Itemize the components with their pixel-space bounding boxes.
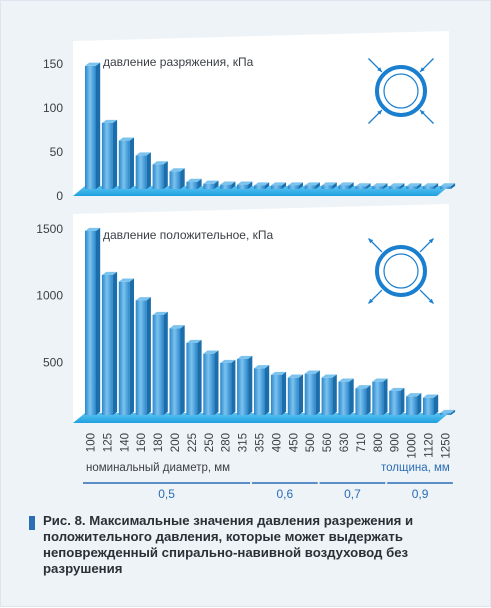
x-tick-label: 900	[390, 433, 402, 452]
vacuum-bar	[406, 183, 422, 189]
positive-bar	[186, 339, 202, 415]
vacuum-bar	[186, 178, 202, 189]
x-tick-label: 280	[221, 433, 233, 452]
positive-pressure-icon	[368, 238, 434, 304]
positive-bar	[372, 378, 388, 415]
x-tick-label: 1000	[407, 433, 419, 459]
vacuum-bar	[287, 182, 303, 189]
vacuum-bar	[203, 180, 219, 189]
positive-bar	[118, 278, 134, 415]
vacuum-panel-bg	[73, 31, 449, 196]
x-axis-label: номинальный диаметр, мм	[86, 462, 230, 474]
vacuum-floor	[73, 186, 449, 196]
vacuum-bar	[118, 137, 134, 189]
thickness-group-label: 0,5	[158, 487, 175, 501]
positive-bar	[270, 371, 287, 415]
x-tick-label: 180	[153, 433, 165, 452]
vacuum-bar	[355, 183, 371, 189]
positive-bar	[203, 350, 219, 415]
positive-bar	[101, 271, 118, 415]
positive-bar	[85, 227, 101, 415]
caption-text: Рис. 8. Максимальные значения давления р…	[43, 513, 414, 576]
positive-bar	[304, 370, 320, 415]
vacuum-bar	[135, 152, 151, 189]
x-tick-label: 400	[271, 433, 283, 452]
thickness-group-label: 0,6	[277, 487, 294, 501]
x-tick-label: 355	[255, 433, 267, 452]
vacuum-ytick-label: 100	[43, 101, 63, 115]
thickness-label: толщина, мм	[381, 462, 450, 474]
x-tick-label: 500	[305, 433, 317, 452]
x-tick-label: 800	[373, 433, 385, 452]
x-tick-label: 315	[238, 433, 250, 452]
x-tick-label: 710	[356, 433, 368, 452]
positive-bar	[287, 374, 303, 415]
vacuum-bar	[389, 183, 405, 189]
thickness-group-label: 0,9	[412, 487, 429, 501]
positive-floor	[73, 413, 449, 423]
x-tick-label: 560	[322, 433, 334, 452]
positive-bar	[135, 297, 151, 415]
vacuum-bar	[237, 181, 253, 189]
positive-title: давление положительное, кПа	[103, 228, 274, 242]
x-tick-label: 160	[136, 433, 148, 452]
vacuum-panel: 0 50 100 150 давление разряжения, кПа	[43, 31, 456, 203]
figure-caption: Рис. 8. Максимальные значения давления р…	[29, 513, 469, 577]
positive-ytick-label: 1000	[36, 289, 63, 303]
thickness-group-label: 0,7	[344, 487, 361, 501]
vacuum-bar	[423, 183, 439, 189]
vacuum-bar	[270, 182, 287, 189]
vacuum-bar	[169, 168, 185, 189]
x-tick-label: 1250	[440, 433, 452, 459]
vacuum-pressure-icon	[368, 58, 434, 124]
positive-panel: 500 1000 1500 давление положительное, кПа	[36, 204, 456, 423]
positive-bar	[389, 387, 405, 415]
vacuum-bar	[220, 181, 236, 189]
positive-bar	[321, 374, 337, 415]
vacuum-bar	[304, 182, 320, 189]
positive-bar	[237, 355, 253, 415]
positive-bar	[439, 409, 456, 415]
positive-bar	[169, 325, 185, 415]
vacuum-bar	[254, 182, 270, 189]
positive-bar	[338, 378, 354, 415]
vacuum-bar	[85, 62, 101, 189]
x-tick-label: 140	[119, 433, 131, 452]
positive-bar	[406, 393, 422, 415]
vacuum-bar	[338, 182, 354, 189]
vacuum-bar	[372, 183, 388, 189]
positive-bar	[254, 365, 270, 415]
vacuum-bar	[321, 182, 337, 189]
positive-bar	[220, 359, 236, 415]
vacuum-title: давление разряжения, кПа	[103, 55, 254, 69]
x-tick-label: 250	[204, 433, 216, 452]
x-tick-label: 225	[187, 433, 199, 452]
positive-ytick-label: 500	[43, 355, 63, 369]
vacuum-bar	[439, 183, 456, 189]
x-tick-label: 630	[339, 433, 351, 452]
vacuum-ytick-label: 150	[43, 57, 63, 71]
positive-bar	[355, 385, 371, 415]
x-tick-label: 125	[102, 433, 114, 452]
positive-bar	[152, 311, 168, 415]
x-tick-label: 200	[170, 433, 182, 452]
x-tick-label: 100	[86, 433, 98, 452]
vacuum-bar	[101, 119, 118, 189]
x-tick-label: 450	[288, 433, 300, 452]
vacuum-bar	[152, 161, 168, 189]
vacuum-ytick-label: 0	[56, 189, 63, 203]
positive-ytick-label: 1500	[36, 222, 63, 236]
vacuum-ytick-label: 50	[50, 145, 64, 159]
caption-marker	[29, 516, 35, 530]
positive-bar	[423, 394, 439, 415]
x-tick-label: 1120	[424, 433, 436, 458]
